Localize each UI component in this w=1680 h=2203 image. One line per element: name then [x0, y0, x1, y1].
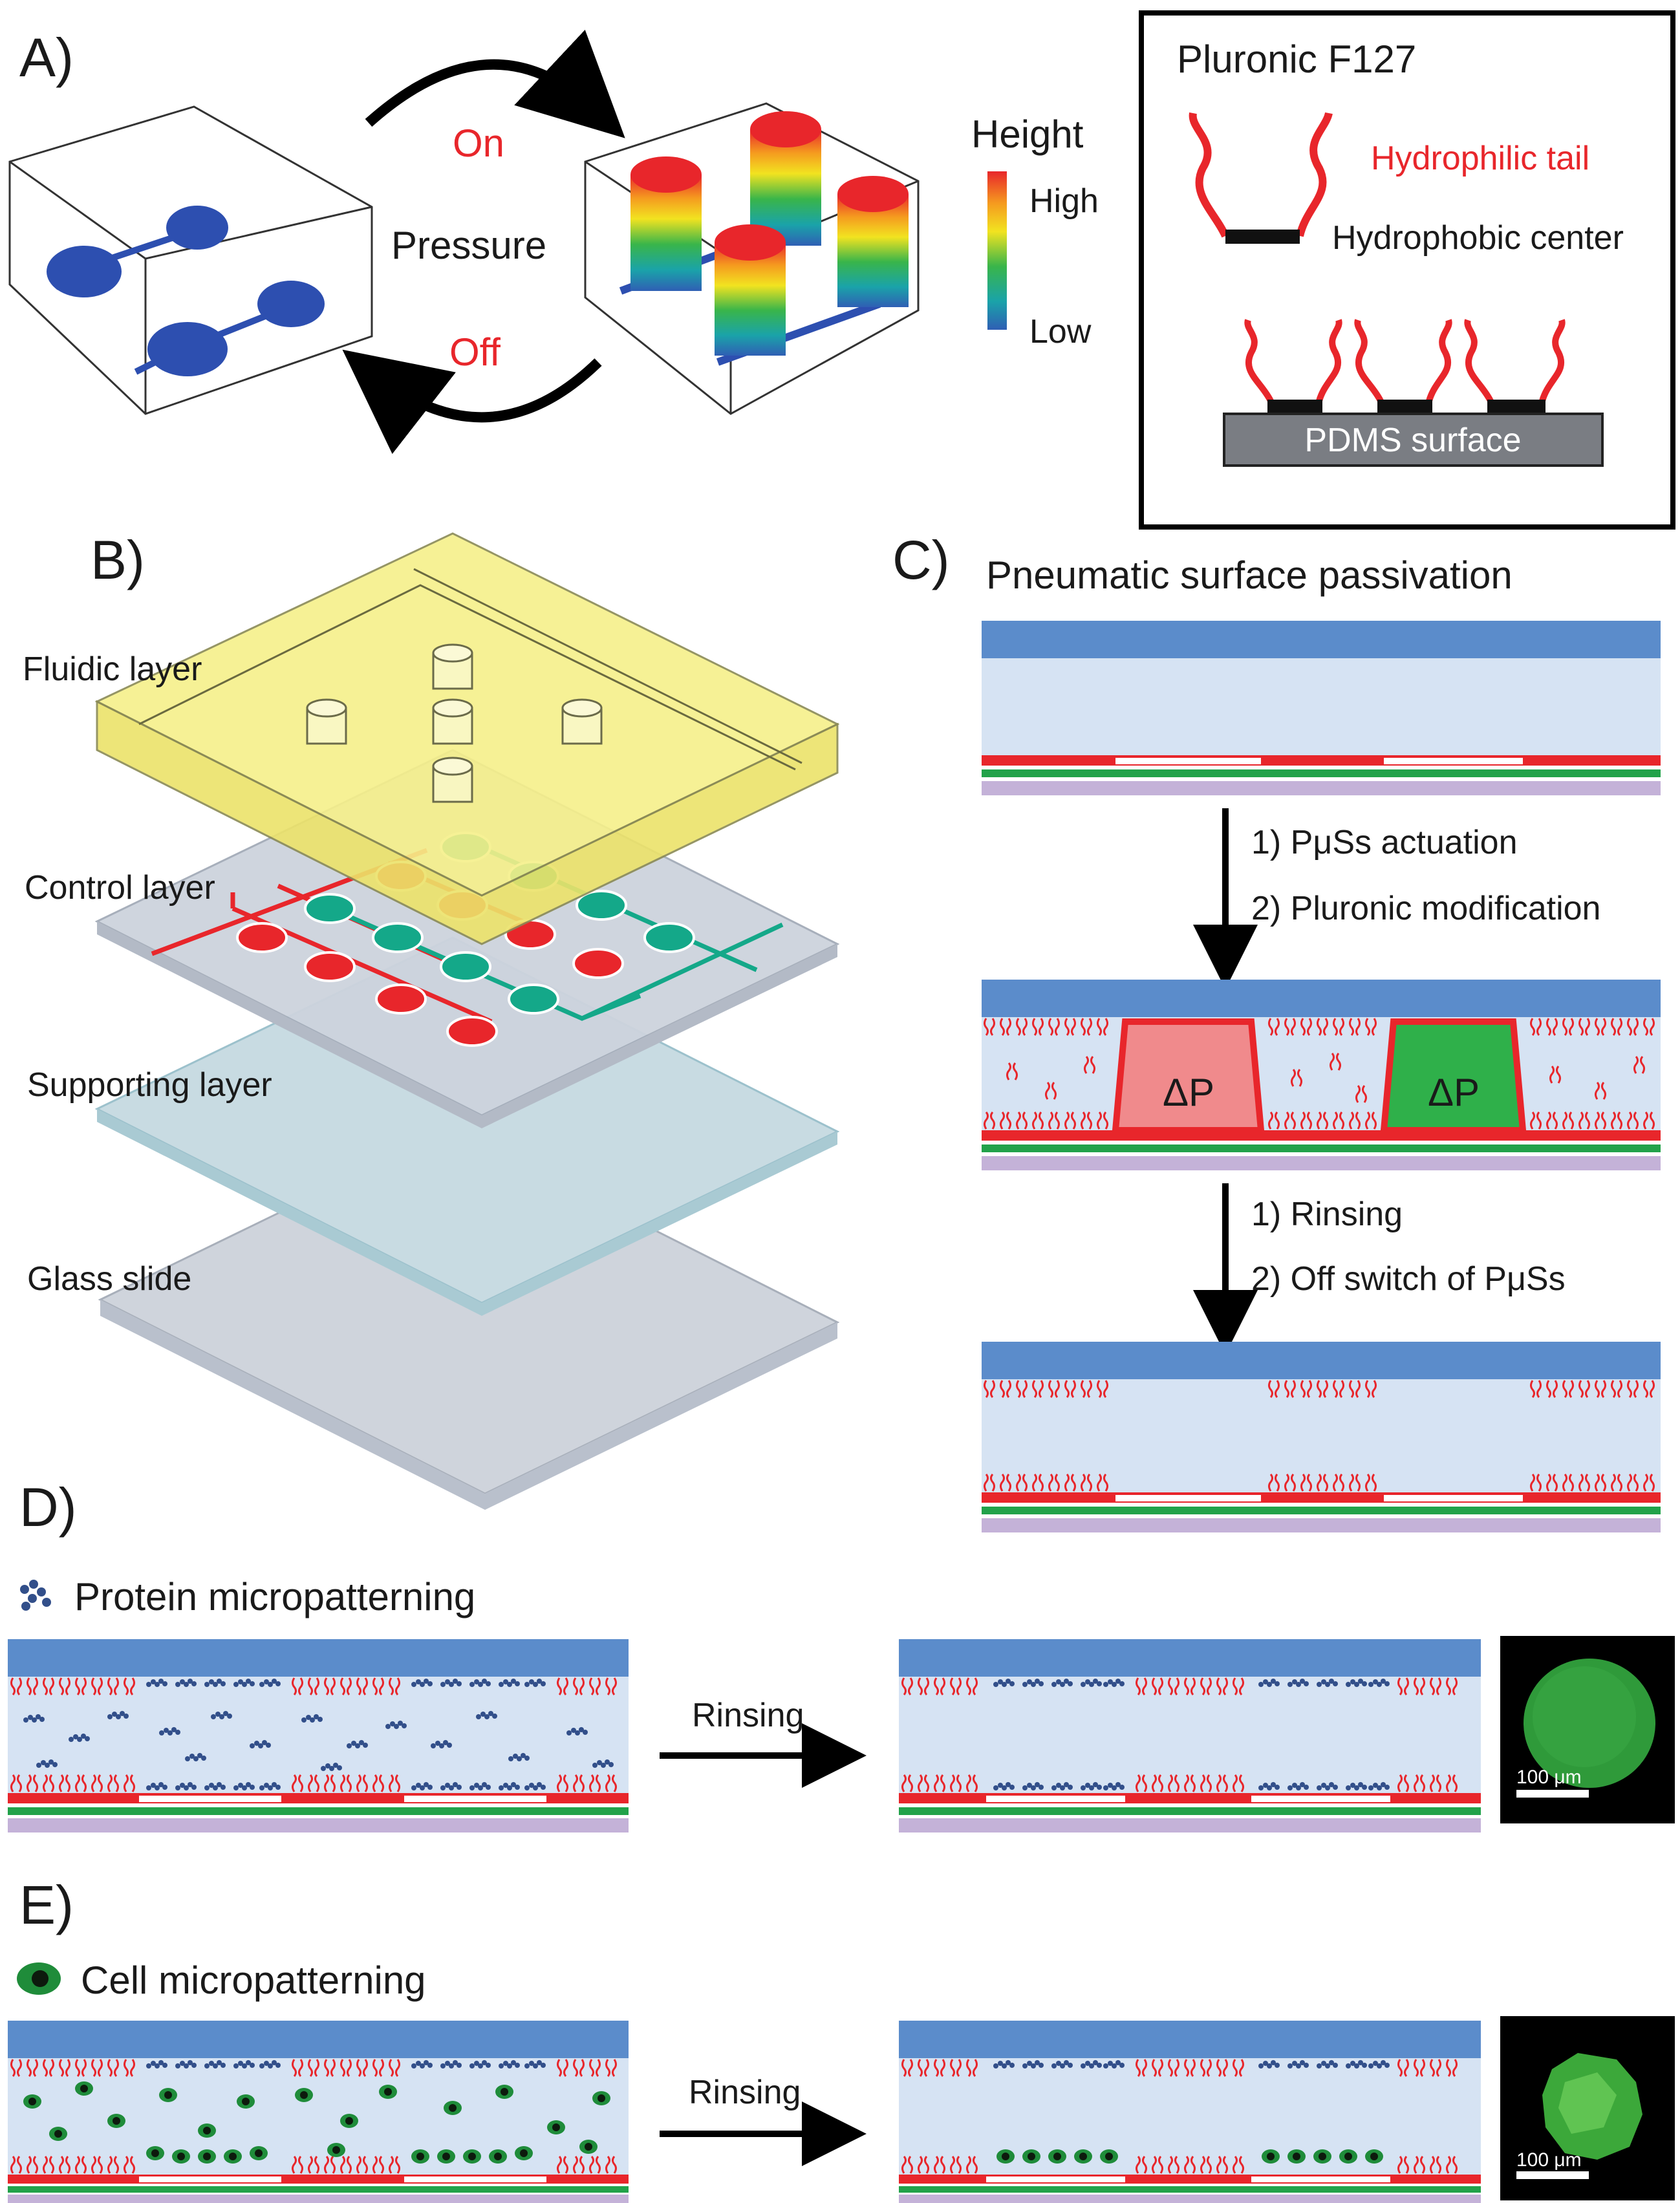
legend-title: Height — [971, 113, 1084, 156]
off-label: Off — [449, 330, 501, 374]
panel-e-title: Cell micropatterning — [81, 1959, 426, 2002]
legend-colorbar — [987, 171, 1007, 330]
pluronic-molecule — [1189, 112, 1333, 244]
cell-icon — [17, 1962, 61, 1995]
protein-micrograph — [1500, 1636, 1675, 1823]
cell-rinse-label: Rinsing — [689, 2074, 801, 2111]
step2a-label: 1) Rinsing — [1251, 1196, 1403, 1233]
on-label: On — [453, 122, 504, 165]
supporting-layer-label: Supporting layer — [27, 1066, 272, 1104]
cell-scale-label: 100 μm — [1516, 2149, 1582, 2171]
device-initial — [982, 621, 1661, 795]
panel-c-title: Pneumatic surface passivation — [986, 553, 1513, 597]
protein-device-before — [8, 1639, 629, 1832]
protein-rinse-label: Rinsing — [692, 1697, 804, 1734]
heat-pillars — [630, 111, 909, 356]
step2b-label: 2) Off switch of PμSs — [1251, 1260, 1566, 1298]
cell-device-after — [899, 2021, 1481, 2203]
surface-anchors — [1267, 400, 1545, 414]
panel-c-label: C) — [892, 530, 950, 590]
protein-icon — [20, 1580, 51, 1611]
panel-b-label: B) — [91, 530, 145, 590]
device-actuated — [982, 980, 1661, 1170]
protein-scale-label: 100 μm — [1516, 1767, 1582, 1788]
fluidic-layer-label: Fluidic layer — [23, 650, 202, 688]
pdms-surface — [1223, 413, 1604, 467]
pluronic-box — [1139, 10, 1675, 530]
hydrophilic-label: Hydrophilic tail — [1371, 140, 1589, 177]
cell-micrograph — [1500, 2016, 1675, 2200]
hydrophobic-label: Hydrophobic center — [1332, 219, 1624, 257]
step1a-label: 1) PμSs actuation — [1251, 824, 1518, 861]
pressure-label: Pressure — [391, 224, 546, 267]
delta-p-green: ΔP — [1428, 1071, 1480, 1114]
surface-molecules — [1244, 319, 1566, 403]
panel-e-label: E) — [19, 1875, 74, 1935]
pdms-surface-label: PDMS surface — [1304, 422, 1521, 459]
cell-device-before — [8, 2021, 629, 2203]
protein-device-after — [899, 1639, 1481, 1832]
panel-d-label: D) — [19, 1477, 77, 1538]
chamber-off — [8, 105, 373, 415]
fluidic-chambers — [306, 643, 603, 803]
legend-low: Low — [1029, 313, 1092, 350]
glass-slide-label: Glass slide — [27, 1260, 191, 1298]
panel-a-label: A) — [19, 27, 74, 88]
step1b-label: 2) Pluronic modification — [1251, 890, 1600, 927]
pluronic-title: Pluronic F127 — [1177, 38, 1416, 81]
device-passivated — [982, 1342, 1661, 1532]
off-arrow — [342, 349, 602, 455]
delta-p-red: ΔP — [1163, 1071, 1214, 1114]
control-layer-label: Control layer — [25, 869, 215, 907]
legend-high: High — [1029, 182, 1099, 220]
chamber-off-valves — [47, 206, 325, 376]
panel-d-title: Protein micropatterning — [74, 1575, 475, 1618]
on-arrow — [365, 29, 625, 138]
